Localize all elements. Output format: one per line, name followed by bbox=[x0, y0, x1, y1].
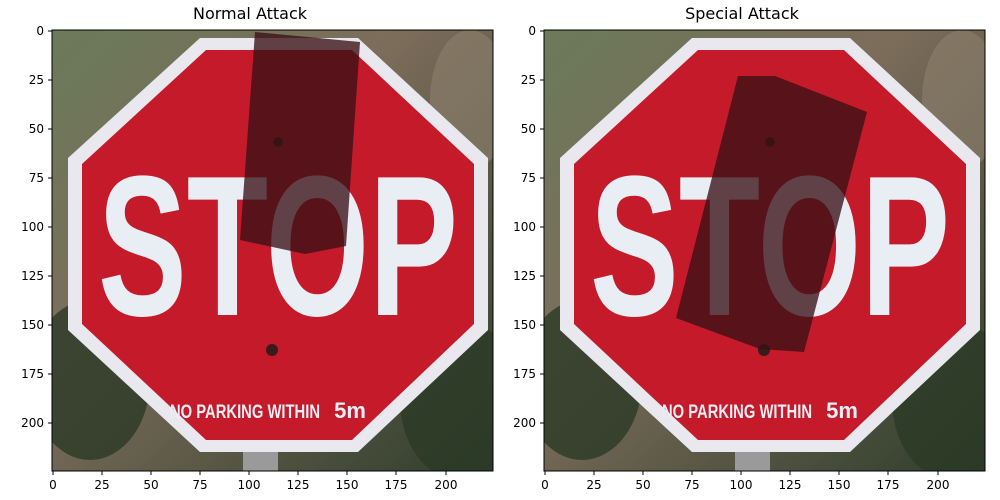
sign-distance: 5m bbox=[826, 398, 858, 423]
x-tick-label: 175 bbox=[877, 478, 900, 492]
image-axes: STOP NO PARKING WITHIN 5m 0 25 50 75 100… bbox=[21, 24, 494, 492]
y-tick-label: 125 bbox=[21, 269, 44, 283]
image-axes: STOP NO PARKING WITHIN 5m 0 25 50 75 100… bbox=[513, 24, 986, 492]
y-tick-label: 200 bbox=[21, 416, 44, 430]
x-tick-label: 50 bbox=[143, 478, 158, 492]
y-tick-label: 150 bbox=[513, 318, 536, 332]
x-tick-label: 200 bbox=[435, 478, 458, 492]
y-tick-label: 0 bbox=[528, 24, 536, 38]
photo: STOP NO PARKING WITHIN 5m bbox=[544, 30, 985, 471]
sign-distance: 5m bbox=[334, 398, 366, 423]
x-tick-label: 200 bbox=[927, 478, 950, 492]
y-tick-label: 175 bbox=[21, 367, 44, 381]
x-axis: 0 25 50 75 100 125 150 175 200 bbox=[49, 471, 457, 492]
y-tick-label: 25 bbox=[521, 73, 536, 87]
y-tick-label: 0 bbox=[36, 24, 44, 38]
x-axis: 0 25 50 75 100 125 150 175 200 bbox=[541, 471, 949, 492]
y-tick-label: 50 bbox=[521, 122, 536, 136]
y-tick-label: 75 bbox=[521, 171, 536, 185]
y-tick-label: 75 bbox=[29, 171, 44, 185]
x-tick-label: 150 bbox=[828, 478, 851, 492]
x-tick-label: 125 bbox=[779, 478, 802, 492]
axes-frame bbox=[543, 29, 986, 472]
x-tick-label: 25 bbox=[586, 478, 601, 492]
y-tick-label: 100 bbox=[513, 220, 536, 234]
y-tick-label: 100 bbox=[21, 220, 44, 234]
y-tick-label: 150 bbox=[21, 318, 44, 332]
sign-subtext: NO PARKING WITHIN bbox=[662, 402, 812, 423]
y-axis: 0 25 50 75 100 125 150 175 200 bbox=[513, 24, 544, 430]
x-tick-label: 125 bbox=[287, 478, 310, 492]
y-tick-label: 50 bbox=[29, 122, 44, 136]
adversarial-patch bbox=[240, 32, 360, 254]
x-tick-label: 0 bbox=[541, 478, 549, 492]
x-tick-label: 100 bbox=[730, 478, 753, 492]
x-tick-label: 25 bbox=[94, 478, 109, 492]
panel-special-attack: Special Attack STOP NO PARKING WITHIN 5m bbox=[492, 0, 992, 500]
y-tick-label: 200 bbox=[513, 416, 536, 430]
y-tick-label: 125 bbox=[513, 269, 536, 283]
y-axis: 0 25 50 75 100 125 150 175 200 bbox=[21, 24, 52, 430]
x-tick-label: 100 bbox=[238, 478, 261, 492]
photo: STOP NO PARKING WITHIN 5m bbox=[52, 30, 493, 471]
x-tick-label: 75 bbox=[192, 478, 207, 492]
sign-subtext: NO PARKING WITHIN bbox=[170, 402, 320, 423]
panel-normal-attack: Normal Attack STOP NO PARKING WITHIN 5m bbox=[21, 4, 494, 492]
panel-title: Special Attack bbox=[685, 4, 799, 23]
x-tick-label: 175 bbox=[385, 478, 408, 492]
x-tick-label: 150 bbox=[336, 478, 359, 492]
y-tick-label: 175 bbox=[513, 367, 536, 381]
x-tick-label: 50 bbox=[635, 478, 650, 492]
x-tick-label: 0 bbox=[49, 478, 57, 492]
y-tick-label: 25 bbox=[29, 73, 44, 87]
axes-frame bbox=[51, 29, 494, 472]
adversarial-patch bbox=[676, 76, 867, 352]
panel-title: Normal Attack bbox=[192, 4, 308, 23]
x-tick-label: 75 bbox=[684, 478, 699, 492]
